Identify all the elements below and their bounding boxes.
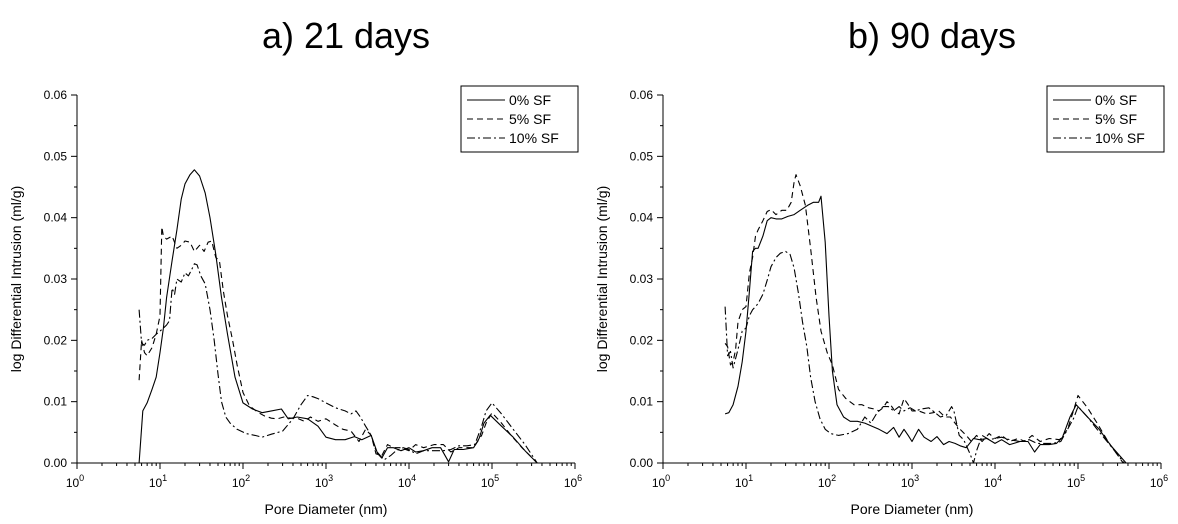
x-tick-label: 102 bbox=[232, 473, 250, 490]
chart-panel-0: a) 21 days 100 101 102 103 104 105 106 0.00 0.01 0… bbox=[8, 15, 582, 517]
y-tick-label: 0.04 bbox=[630, 211, 654, 225]
legend-label: 5% SF bbox=[1095, 111, 1137, 127]
y-tick-label: 0.05 bbox=[630, 149, 654, 163]
y-axis-label: log Differential Intrusion (ml/g) bbox=[8, 186, 24, 372]
series-line-2 bbox=[724, 250, 1125, 464]
x-tick-label: 101 bbox=[735, 473, 753, 490]
legend-label: 10% SF bbox=[509, 130, 559, 146]
chart-title: a) 21 days bbox=[262, 15, 430, 56]
x-axis-label: Pore Diameter (nm) bbox=[851, 501, 974, 517]
x-tick-label: 104 bbox=[984, 473, 1002, 490]
y-tick-label: 0.01 bbox=[630, 395, 654, 409]
x-tick-label: 101 bbox=[149, 473, 167, 490]
x-tick-label: 104 bbox=[398, 473, 416, 490]
x-axis-label: Pore Diameter (nm) bbox=[265, 501, 388, 517]
x-tick-label: 106 bbox=[1150, 473, 1168, 490]
series-line-0 bbox=[138, 169, 538, 464]
legend-label: 10% SF bbox=[1095, 130, 1145, 146]
y-axis-label: log Differential Intrusion (ml/g) bbox=[594, 186, 610, 372]
x-tick-label: 105 bbox=[1067, 473, 1085, 490]
chart-title: b) 90 days bbox=[848, 15, 1016, 56]
y-tick-label: 0.01 bbox=[44, 395, 68, 409]
y-tick-label: 0.06 bbox=[44, 88, 68, 102]
y-tick-label: 0.02 bbox=[44, 333, 68, 347]
x-tick-label: 100 bbox=[66, 473, 84, 490]
x-tick-label: 105 bbox=[481, 473, 499, 490]
y-tick-label: 0.04 bbox=[44, 211, 68, 225]
chart-panel-1: b) 90 days 100 101 102 103 104 105 106 0.00 0.01 0… bbox=[594, 15, 1168, 517]
y-tick-label: 0.06 bbox=[630, 88, 654, 102]
y-tick-label: 0.05 bbox=[44, 149, 68, 163]
y-tick-label: 0.03 bbox=[630, 272, 654, 286]
x-tick-label: 106 bbox=[564, 473, 582, 490]
y-tick-label: 0.03 bbox=[44, 272, 68, 286]
x-tick-label: 102 bbox=[818, 473, 836, 490]
y-tick-label: 0.00 bbox=[44, 456, 68, 470]
y-tick-label: 0.00 bbox=[630, 456, 654, 470]
series-line-1 bbox=[724, 174, 1124, 464]
series-line-0 bbox=[724, 195, 1127, 464]
x-tick-label: 103 bbox=[901, 473, 919, 490]
y-tick-label: 0.02 bbox=[630, 333, 654, 347]
x-tick-label: 103 bbox=[315, 473, 333, 490]
legend-label: 5% SF bbox=[509, 111, 551, 127]
legend-label: 0% SF bbox=[1095, 92, 1137, 108]
series-line-1 bbox=[138, 226, 538, 464]
legend-label: 0% SF bbox=[509, 92, 551, 108]
series-line-2 bbox=[138, 263, 538, 464]
x-tick-label: 100 bbox=[652, 473, 670, 490]
